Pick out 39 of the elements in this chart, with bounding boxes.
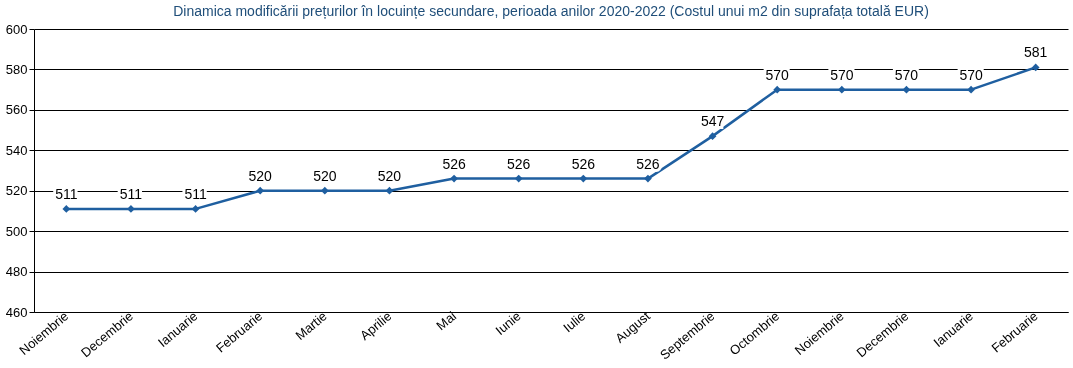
- data-label: 520: [377, 167, 402, 184]
- y-tick-label: 480: [5, 264, 28, 280]
- y-tick-label: 540: [5, 142, 28, 158]
- point: [644, 174, 652, 183]
- point: [385, 186, 394, 195]
- point: [1031, 63, 1040, 72]
- y-tick-label: 500: [5, 223, 28, 239]
- point: [773, 85, 782, 94]
- y-tick-label: 520: [5, 183, 28, 199]
- data-label: 520: [313, 167, 337, 184]
- point: [514, 174, 523, 183]
- data-label: 570: [830, 66, 854, 83]
- y-tick-label: 580: [5, 61, 28, 77]
- data-label: 526: [507, 155, 531, 172]
- x-tick-label: Iulie: [560, 308, 589, 336]
- point: [450, 174, 458, 183]
- point: [256, 186, 265, 195]
- point: [967, 85, 975, 94]
- data-label: 526: [442, 155, 466, 172]
- data-label: 570: [765, 66, 790, 83]
- data-label: 570: [959, 66, 983, 83]
- x-tick-label: Iunie: [492, 308, 524, 338]
- point: [191, 205, 200, 213]
- x-tick-label: Mai: [433, 308, 460, 334]
- point: [837, 85, 846, 94]
- data-label: 526: [636, 155, 660, 172]
- data-label: 547: [700, 113, 725, 130]
- y-tick-label: 600: [5, 21, 28, 37]
- point: [127, 205, 135, 213]
- data-label: 570: [894, 66, 919, 83]
- point: [708, 132, 717, 141]
- point: [320, 186, 329, 195]
- chart-title: Dinamica modificării prețurilor în locuințe secundare, perioada anilor 2020-2022 (Costul unui m2 din suprafața totală EUR): [173, 3, 929, 19]
- point: [902, 85, 911, 94]
- y-tick-label: 560: [5, 102, 28, 118]
- data-label: 526: [571, 155, 596, 172]
- data-label: 520: [248, 167, 273, 184]
- point: [579, 174, 588, 183]
- data-label: 581: [1024, 44, 1048, 61]
